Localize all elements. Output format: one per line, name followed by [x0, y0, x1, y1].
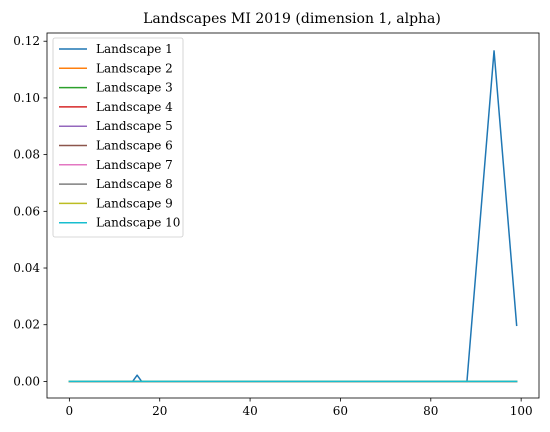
- chart-title: Landscapes MI 2019 (dimension 1, alpha): [143, 11, 441, 27]
- legend-label-6: Landscape 6: [96, 139, 173, 153]
- legend-label-9: Landscape 9: [96, 196, 173, 210]
- legend-label-5: Landscape 5: [96, 119, 173, 133]
- legend-label-1: Landscape 1: [96, 42, 173, 56]
- y-tick-label: 0.12: [13, 34, 40, 48]
- y-tick-label: 0.08: [13, 148, 40, 162]
- legend-label-3: Landscape 3: [96, 81, 173, 95]
- x-tick-label: 0: [66, 404, 74, 418]
- y-tick-label: 0.02: [13, 318, 40, 332]
- x-tick-label: 60: [333, 404, 348, 418]
- x-tick-label: 20: [152, 404, 167, 418]
- legend-label-10: Landscape 10: [96, 216, 180, 230]
- axes: 0 20 40 60 80 100 0.00 0.02 0.04 0.06 0.08 0.10 0.12: [13, 32, 540, 418]
- y-tick-label: 0.10: [13, 91, 40, 105]
- legend-label-4: Landscape 4: [96, 100, 173, 114]
- legend-label-2: Landscape 2: [96, 61, 173, 75]
- legend-label-8: Landscape 8: [96, 177, 173, 191]
- y-tick-label: 0.04: [13, 261, 40, 275]
- legend-label-7: Landscape 7: [96, 158, 173, 172]
- y-tick-label: 0.06: [13, 204, 40, 218]
- plot-frame: [46, 32, 540, 399]
- x-tick-label: 100: [510, 404, 533, 418]
- plot-series: [68, 50, 518, 383]
- x-tick-label: 80: [423, 404, 438, 418]
- y-tick-label: 0.00: [13, 374, 40, 388]
- x-tick-label: 40: [242, 404, 257, 418]
- legend: Landscape 1 Landscape 2 Landscape 3 Landsca…: [52, 37, 184, 238]
